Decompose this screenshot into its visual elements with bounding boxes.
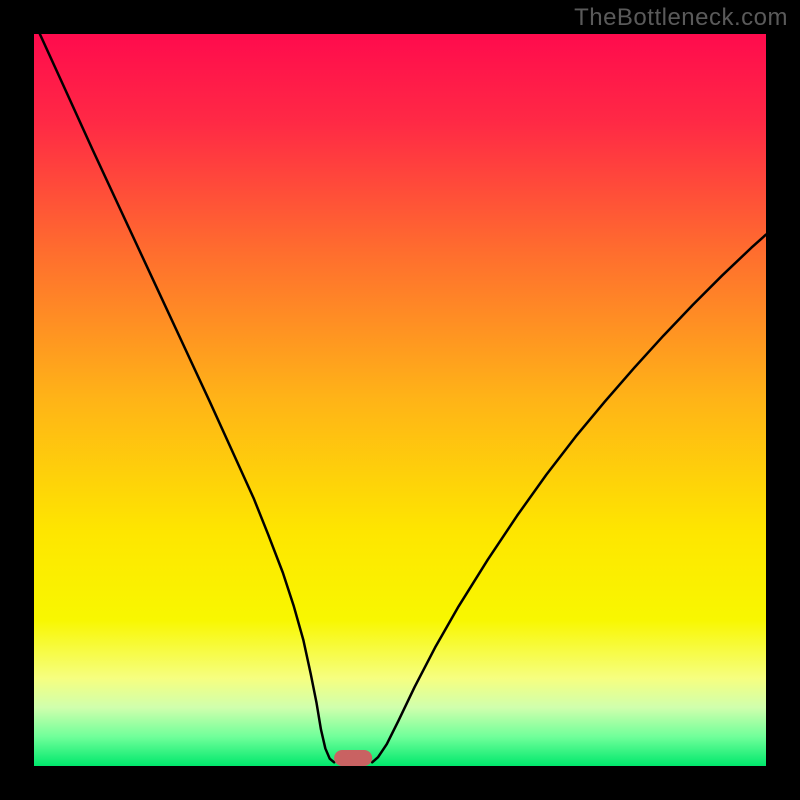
bottleneck-chart [0,0,800,800]
bottleneck-marker [334,750,372,766]
chart-stage: TheBottleneck.com [0,0,800,800]
plot-background [34,34,766,766]
